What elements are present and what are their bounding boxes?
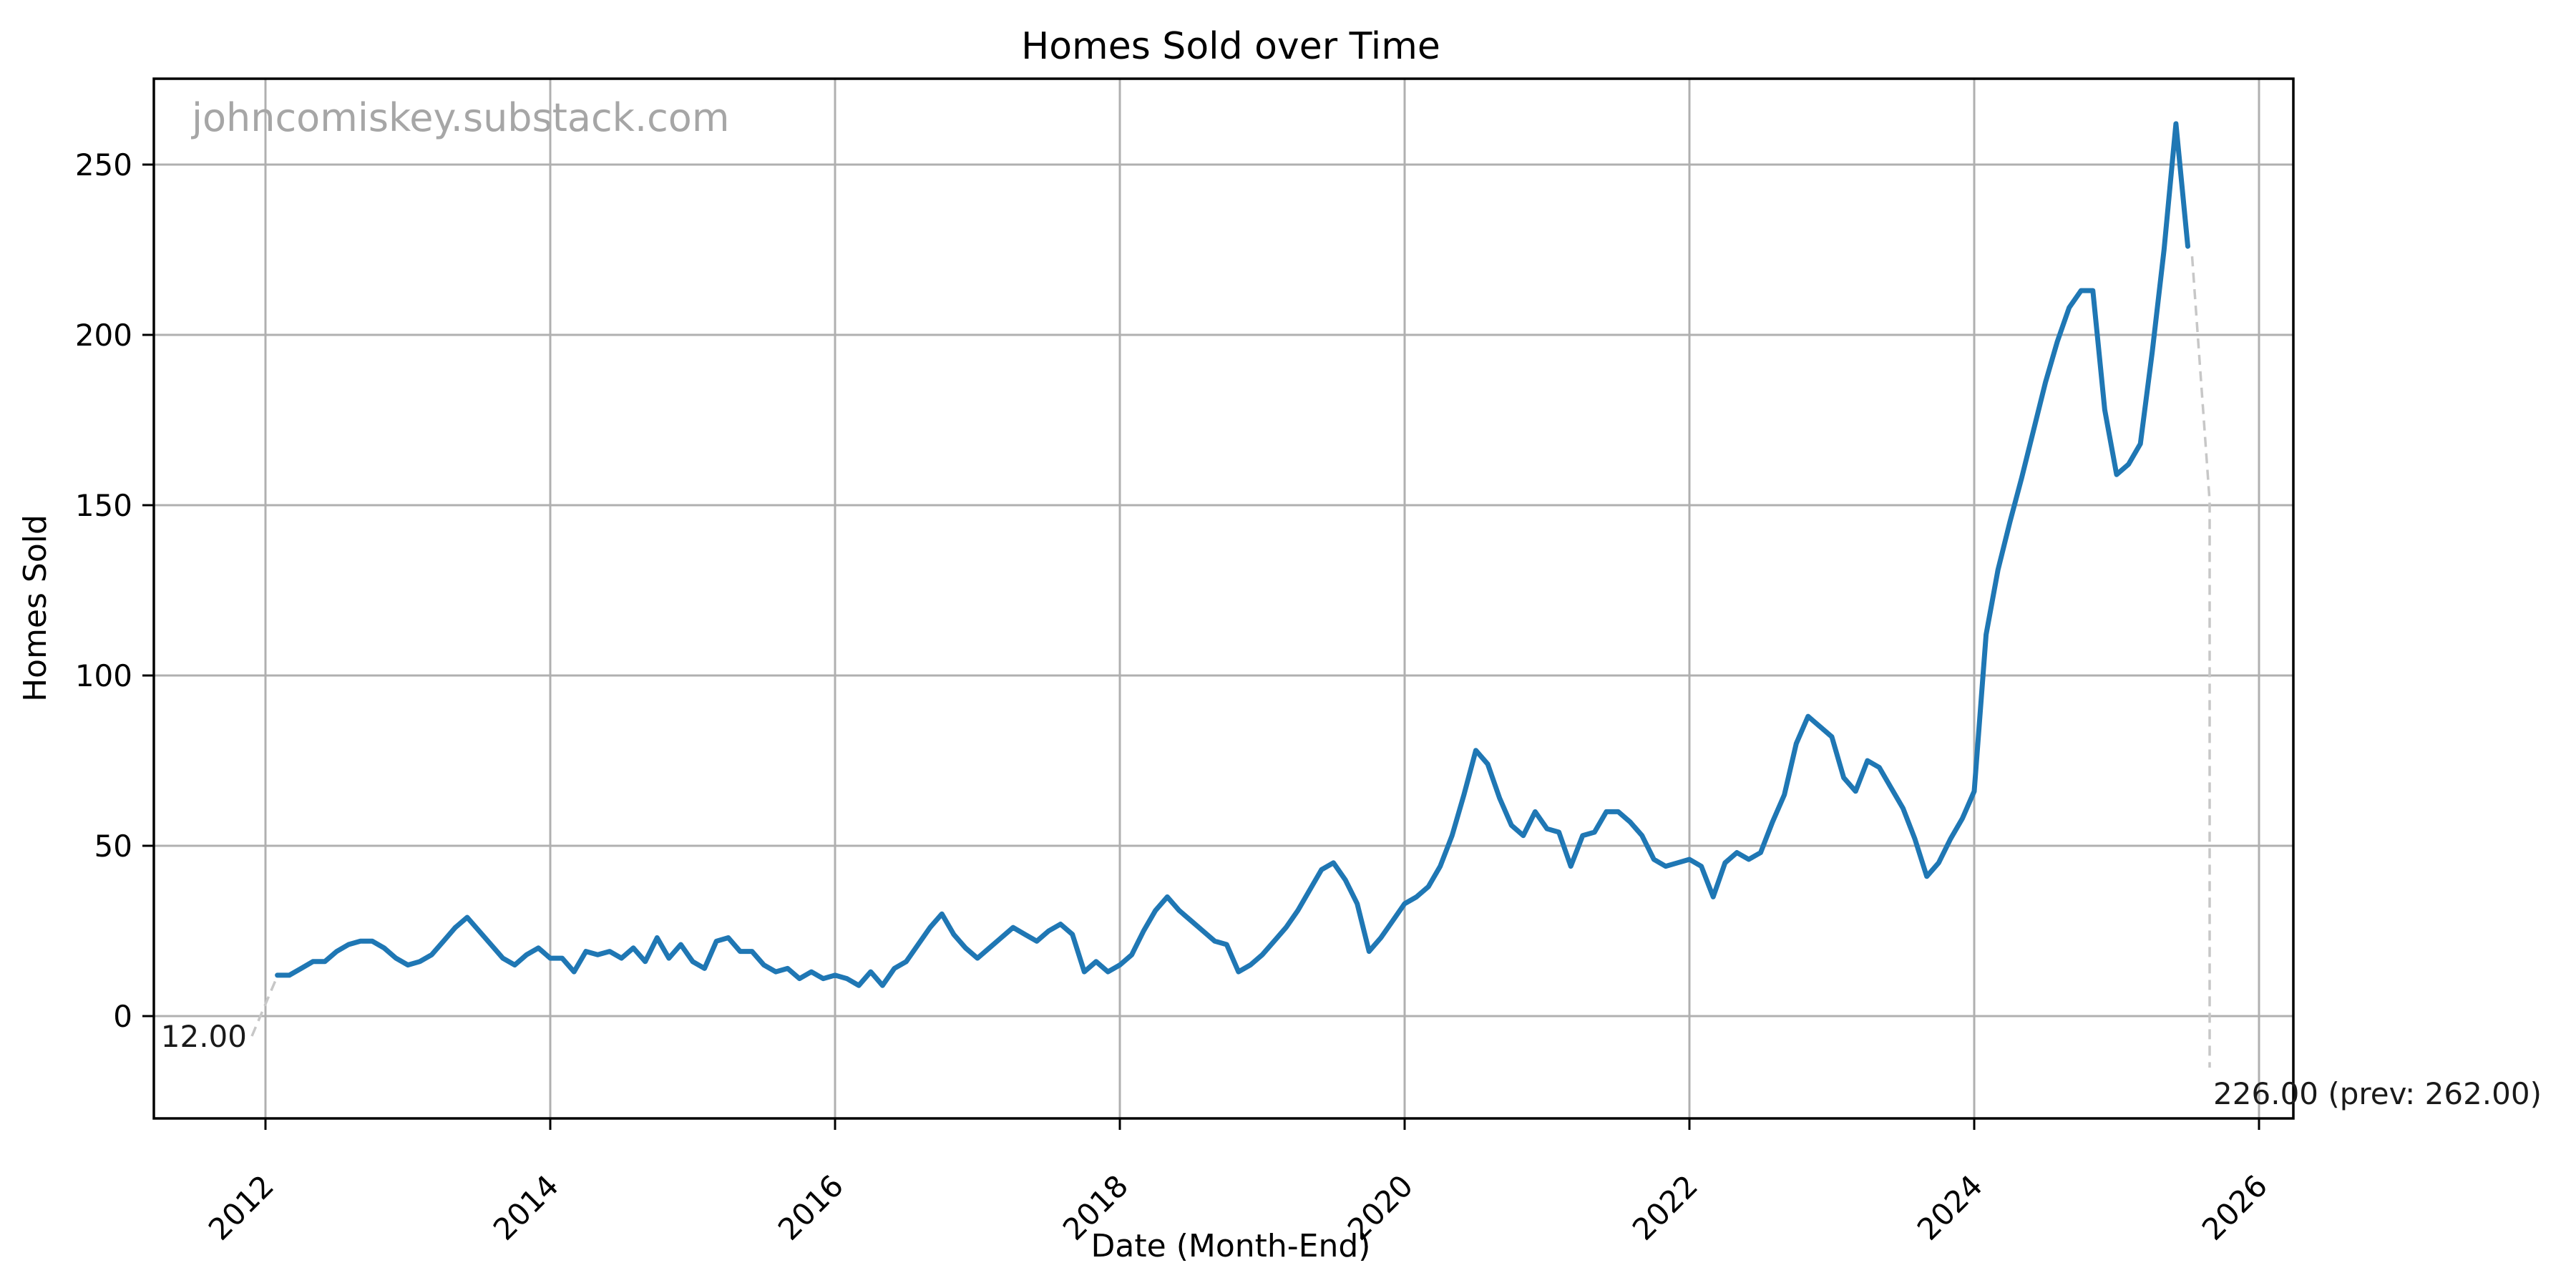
x-tick-label-2022: 2022: [1626, 1168, 1704, 1246]
y-axis-label: Homes Sold: [17, 514, 54, 702]
x-tick-label-2026: 2026: [2195, 1168, 2274, 1246]
y-tick-label-150: 150: [75, 488, 132, 523]
y-tick-label-200: 200: [75, 318, 132, 353]
y-axis-tick-labels: 0 50 100 150 200 250: [75, 147, 132, 1034]
gridlines: [154, 79, 2293, 1118]
x-tick-label-2024: 2024: [1911, 1168, 1989, 1246]
plot-border: [152, 77, 2295, 1120]
watermark: johncomiskey.substack.com: [191, 95, 729, 140]
y-tick-label-100: 100: [75, 658, 132, 693]
annotation-connector-lines: [250, 256, 2211, 1068]
first-annotation-connector: [250, 979, 278, 1037]
x-tick-label-2014: 2014: [487, 1168, 565, 1246]
homes-sold-line: [275, 121, 2190, 988]
last-annotation-connector: [2190, 256, 2211, 1068]
last-point-annotation: 226.00 (prev: 262.00): [2213, 1076, 2542, 1111]
x-tick-label-2012: 2012: [202, 1168, 280, 1246]
y-tick-label-250: 250: [75, 147, 132, 182]
x-tick-label-2016: 2016: [771, 1168, 850, 1246]
first-point-annotation: 12.00: [161, 1019, 247, 1054]
chart-title: Homes Sold over Time: [1021, 25, 1440, 68]
axis-tick-marks: [142, 163, 2260, 1130]
x-axis-label: Date (Month-End): [1091, 1228, 1371, 1264]
y-tick-label-50: 50: [94, 829, 132, 864]
homes-sold-line-series: [275, 121, 2190, 988]
y-tick-label-0: 0: [113, 999, 132, 1034]
